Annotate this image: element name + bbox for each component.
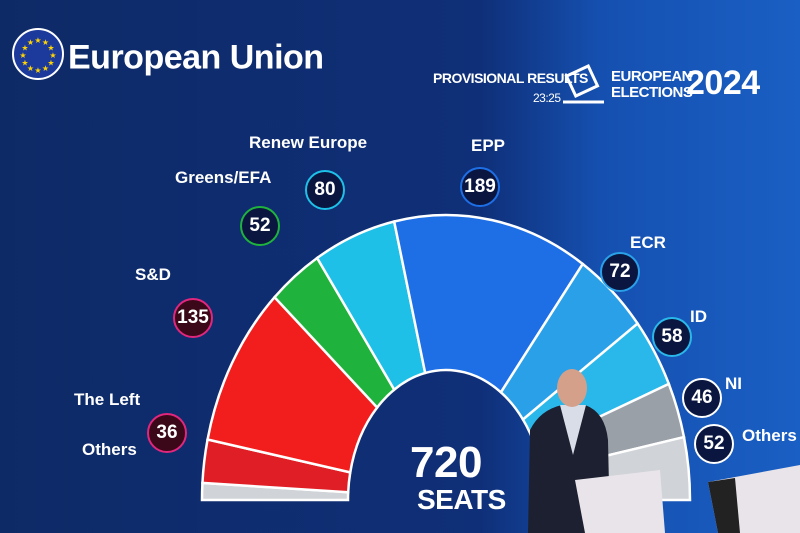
party-label-s-d: S&D — [135, 265, 171, 284]
party-label-ecr: ECR — [630, 233, 666, 252]
svg-text:★: ★ — [21, 44, 28, 53]
total-seats: 720 — [410, 438, 482, 487]
elections-line1: EUROPEAN — [611, 68, 693, 85]
election-year: 2024 — [686, 64, 760, 102]
svg-text:★: ★ — [42, 64, 49, 73]
party-label-epp: EPP — [471, 136, 506, 155]
seat-badge-others: 52 — [694, 424, 734, 464]
elections-line2: ELECTIONS — [611, 84, 693, 101]
seat-badge-epp: 189 — [460, 167, 500, 207]
seat-badge-ni: 46 — [682, 378, 722, 418]
page-title: European Union — [68, 38, 324, 77]
seat-badge-greens-efa: 52 — [240, 206, 280, 246]
seats-label: SEATS — [417, 484, 506, 515]
party-label-greens-efa: Greens/EFA — [175, 168, 272, 187]
seat-badge-s-d: 135 — [173, 298, 213, 338]
seat-segment-epp — [392, 213, 585, 395]
svg-text:★: ★ — [34, 36, 41, 45]
seat-badge-id: 58 — [652, 317, 692, 357]
party-label-others: Others — [82, 440, 137, 459]
svg-text:★: ★ — [34, 66, 41, 75]
party-label-ni: NI — [725, 374, 742, 393]
svg-text:★: ★ — [47, 59, 54, 68]
provisional-results-label: PROVISIONAL RESULTS — [433, 70, 588, 86]
seat-badge-renew-europe: 80 — [305, 170, 345, 210]
svg-text:★: ★ — [42, 38, 49, 47]
svg-text:★: ★ — [47, 44, 54, 53]
svg-text:★: ★ — [27, 38, 34, 47]
party-label-id: ID — [690, 307, 707, 326]
seat-badge-ecr: 72 — [600, 252, 640, 292]
svg-text:★: ★ — [19, 51, 26, 60]
svg-text:★: ★ — [27, 64, 34, 73]
party-label-renew-europe: Renew Europe — [249, 133, 368, 152]
svg-text:★: ★ — [21, 59, 28, 68]
party-label-the-left: The Left — [74, 390, 141, 409]
eu-flag-icon: ★ ★ ★ ★ ★ ★ ★ ★ ★ ★ ★ ★ — [12, 28, 64, 80]
seat-badge-the-left: 36 — [147, 413, 187, 453]
svg-text:★: ★ — [49, 51, 56, 60]
party-label-others: Others — [742, 426, 797, 445]
results-time: 23:25 — [533, 91, 561, 105]
